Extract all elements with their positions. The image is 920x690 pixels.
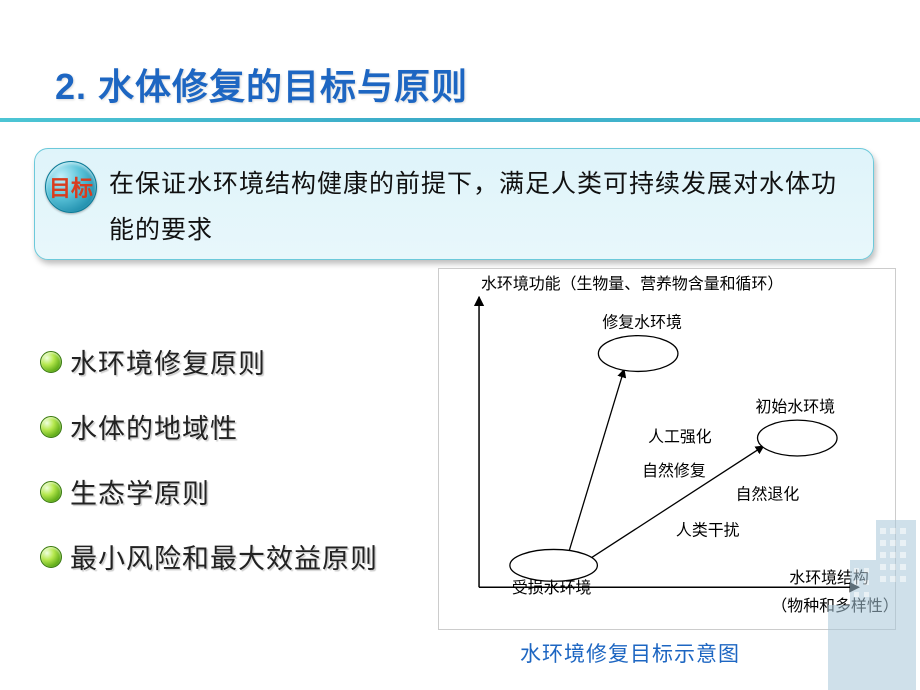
list-item: 最小风险和最大效益原则: [40, 537, 440, 576]
svg-text:自然退化: 自然退化: [736, 486, 800, 504]
bullet-label: 水环境修复原则: [70, 342, 266, 381]
list-item: 水体的地域性: [40, 407, 440, 446]
svg-text:自然修复: 自然修复: [642, 462, 706, 480]
goal-badge-text: 目标: [49, 171, 93, 203]
svg-text:水环境功能（生物量、营养物含量和循环）: 水环境功能（生物量、营养物含量和循环）: [481, 274, 783, 293]
bullet-icon: [40, 351, 62, 373]
bullet-label: 水体的地域性: [70, 407, 238, 446]
svg-text:初始水环境: 初始水环境: [756, 397, 836, 416]
diagram-caption: 水环境修复目标示意图: [520, 638, 740, 668]
building-decoration: [820, 510, 920, 690]
svg-text:人工强化: 人工强化: [648, 428, 712, 446]
svg-text:人类干扰: 人类干扰: [676, 522, 740, 540]
bullet-list: 水环境修复原则 水体的地域性 生态学原则 最小风险和最大效益原则: [40, 342, 440, 602]
page-title: 2. 水体修复的目标与原则: [55, 58, 920, 110]
svg-text:修复水环境: 修复水环境: [602, 313, 682, 332]
bullet-label: 生态学原则: [70, 472, 210, 511]
bullet-icon: [40, 481, 62, 503]
list-item: 生态学原则: [40, 472, 440, 511]
title-bar: 2. 水体修复的目标与原则: [0, 58, 920, 122]
bullet-label: 最小风险和最大效益原则: [70, 537, 378, 576]
goal-badge: 目标: [45, 161, 97, 213]
goal-box: 目标 在保证水环境结构健康的前提下，满足人类可持续发展对水体功能的要求: [34, 148, 874, 260]
list-item: 水环境修复原则: [40, 342, 440, 381]
goal-text: 在保证水环境结构健康的前提下，满足人类可持续发展对水体功能的要求: [109, 161, 853, 253]
svg-text:受损水环境: 受损水环境: [512, 578, 592, 597]
bullet-icon: [40, 546, 62, 568]
bullet-icon: [40, 416, 62, 438]
